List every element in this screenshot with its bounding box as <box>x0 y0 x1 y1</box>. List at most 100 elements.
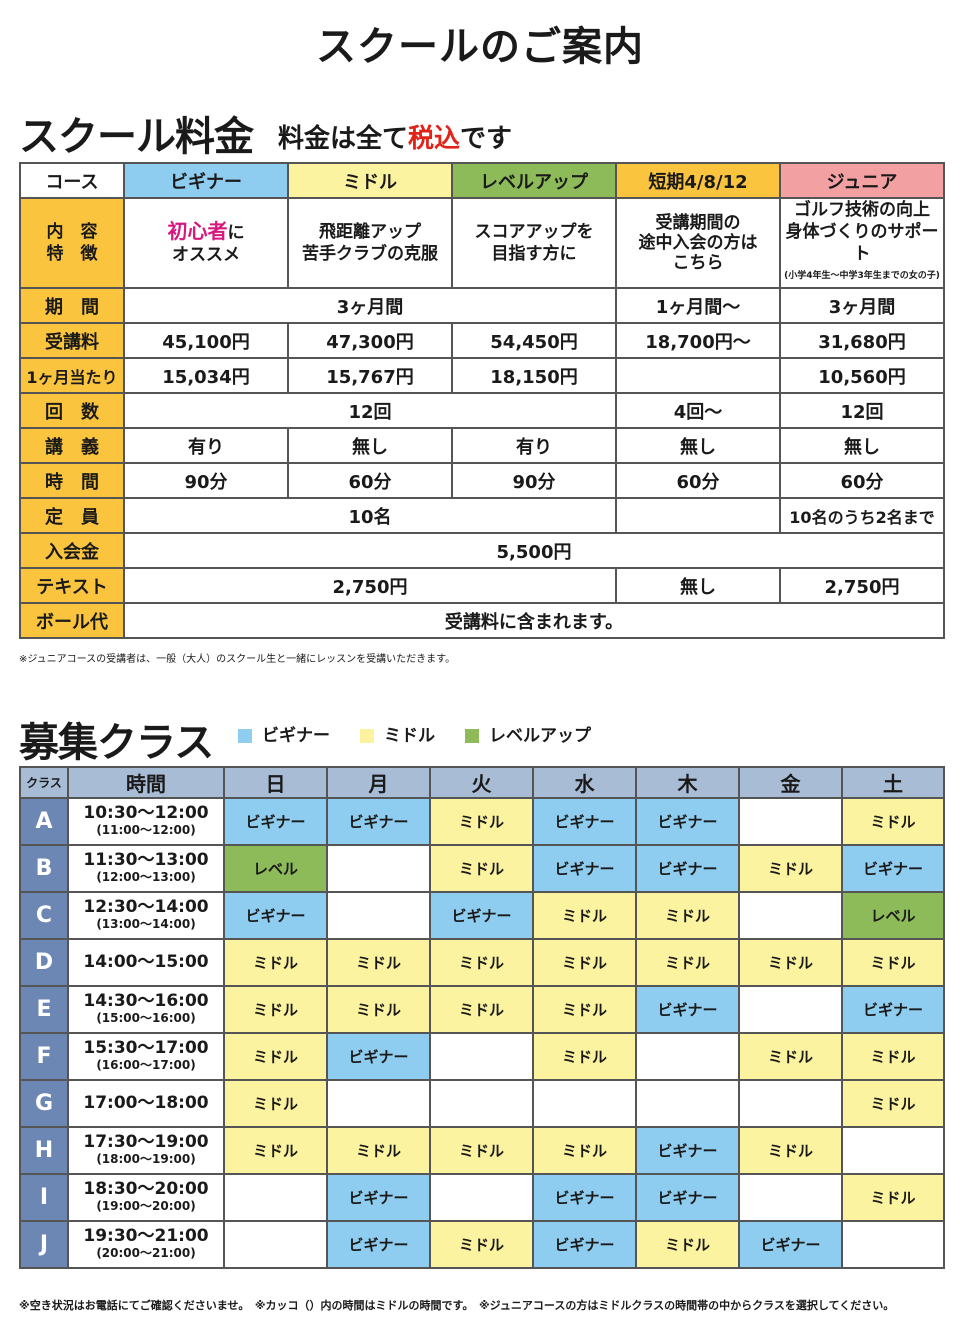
lecture-beginner: 有り <box>123 427 289 464</box>
feature-middle: 飛距離アップ 苦手クラブの克服 <box>287 197 453 289</box>
schedule-legend: ビギナー ミドル レベルアップ <box>238 721 591 746</box>
schedule-cell: ミドル <box>738 938 843 987</box>
time-levelup: 90分 <box>451 462 617 499</box>
header-beginner: ビギナー <box>123 162 289 199</box>
schedule-cell <box>223 1220 328 1269</box>
fee-section-title: スクール料金 <box>19 114 254 160</box>
schedule-cell <box>223 1173 328 1222</box>
schedule-cell <box>532 1079 637 1128</box>
schedule-cell: ビギナー <box>326 1173 431 1222</box>
schedule-cell: ミドル <box>429 985 534 1034</box>
schedule-cell: ビギナー <box>429 891 534 940</box>
time-range-middle: (12:00～13:00) <box>96 869 196 884</box>
schedule-cell: ビギナー <box>326 797 431 846</box>
time-short: 60分 <box>615 462 781 499</box>
time-range: 15:30～17:00 <box>83 1037 209 1058</box>
legend-levelup: レベルアップ <box>465 721 591 746</box>
header-class: クラス <box>19 766 69 799</box>
schedule-cell: ミドル <box>326 985 431 1034</box>
time-beginner: 90分 <box>123 462 289 499</box>
feature-levelup: スコアアップを 目指す方に <box>451 197 617 289</box>
time-slot: 17:00～18:00 <box>67 1079 225 1128</box>
schedule-cell: ビギナー <box>635 1173 740 1222</box>
legend-levelup-swatch <box>465 729 479 743</box>
legend-beginner: ビギナー <box>238 721 330 746</box>
schedule-cell <box>429 1079 534 1128</box>
capacity-junior: 10名のうち2名まで <box>779 497 945 534</box>
time-range: 12:30～14:00 <box>83 896 209 917</box>
class-label: D <box>19 938 69 987</box>
schedule-cell: ビギナー <box>841 844 945 893</box>
schedule-cell: ミドル <box>532 1126 637 1175</box>
schedule-cell: ミドル <box>738 844 843 893</box>
schedule-row: D 14:00～15:00 ミドル ミドル ミドル ミドル ミドル ミドル ミドル <box>19 938 945 987</box>
schedule-cell: ビギナー <box>635 985 740 1034</box>
capacity-main: 10名 <box>123 497 617 534</box>
time-range-middle: (16:00～17:00) <box>96 1057 196 1072</box>
lecture-levelup: 有り <box>451 427 617 464</box>
schedule-cell <box>738 891 843 940</box>
schedule-cell: ミドル <box>223 1032 328 1081</box>
row-label-ball: ボール代 <box>19 602 125 639</box>
time-range: 10:30～12:00 <box>83 802 209 823</box>
lecture-short: 無し <box>615 427 781 464</box>
schedule-cell: ミドル <box>429 844 534 893</box>
schedule-cell: ミドル <box>841 1079 945 1128</box>
row-label-count: 回 数 <box>19 392 125 429</box>
feature-beginner-text: に オススメ <box>172 223 245 265</box>
schedule-note: ※空き状況はお電話にてご確認くださいませ。 ※カッコ（）内の時間はミドルの時間で… <box>19 1299 895 1312</box>
time-range: 17:00～18:00 <box>83 1093 209 1113</box>
fee-row-fee: 受講料 45,100円 47,300円 54,450円 18,700円～ 31,… <box>19 322 945 359</box>
row-label-time: 時 間 <box>19 462 125 499</box>
schedule-header-row: クラス 時間 日 月 火 水 木 金 土 <box>19 766 945 799</box>
count-main: 12回 <box>123 392 617 429</box>
header-time: 時間 <box>67 766 225 799</box>
schedule-row: H 17:30～19:00 (18:00～19:00) ミドル ミドル ミドル ミドル ビギナ… <box>19 1126 945 1175</box>
time-slot: 11:30～13:00 (12:00～13:00) <box>67 844 225 893</box>
schedule-cell <box>841 1126 945 1175</box>
schedule-row: B 11:30～13:00 (12:00～13:00) レベル ミドル ビギナー ビギナーミ… <box>19 844 945 893</box>
time-range: 17:30～19:00 <box>83 1131 209 1152</box>
entry-all: 5,500円 <box>123 532 945 569</box>
legend-middle: ミドル <box>360 721 435 746</box>
schedule-cell: レベル <box>841 891 945 940</box>
schedule-cell: ミドル <box>841 1032 945 1081</box>
schedule-cell: ミドル <box>635 1220 740 1269</box>
schedule-row: C 12:30～14:00 (13:00～14:00) ビギナー ビギナー ミドル ミドルレ… <box>19 891 945 940</box>
header-course: コース <box>19 162 125 199</box>
text-short: 無し <box>615 567 781 604</box>
time-range-middle: (18:00～19:00) <box>96 1151 196 1166</box>
schedule-cell <box>841 1220 945 1269</box>
lecture-junior: 無し <box>779 427 945 464</box>
fee-short: 18,700円～ <box>615 322 781 359</box>
class-label: E <box>19 985 69 1034</box>
schedule-cell: ビギナー <box>532 797 637 846</box>
schedule-cell: ビギナー <box>326 1220 431 1269</box>
time-slot: 14:30～16:00 (15:00～16:00) <box>67 985 225 1034</box>
schedule-cell <box>326 891 431 940</box>
row-label-fee: 受講料 <box>19 322 125 359</box>
schedule-cell: ミドル <box>429 938 534 987</box>
page-title: スクールのご案内 <box>316 24 644 70</box>
feature-junior-note: (小学4年生～中学3年生までの女の子) <box>784 271 940 281</box>
header-thu: 木 <box>635 766 740 799</box>
schedule-body: A 10:30～12:00 (11:00～12:00) ビギナー ビギナー ミドル ビギナー… <box>19 797 945 1269</box>
schedule-row: G 17:00～18:00 ミドル ミドル <box>19 1079 945 1128</box>
row-label-feature: 内 容 特 徴 <box>19 197 125 289</box>
schedule-cell <box>738 1079 843 1128</box>
fee-subtitle-pre: 料金は全て <box>278 124 409 154</box>
fee-beginner: 45,100円 <box>123 322 289 359</box>
schedule-row: I 18:30～20:00 (19:00～20:00) ビギナー ビギナー ビギナー ミドル <box>19 1173 945 1222</box>
fee-row-lecture: 講 義 有り 無し 有り 無し 無し <box>19 427 945 464</box>
row-label-entry: 入会金 <box>19 532 125 569</box>
count-short: 4回～ <box>615 392 781 429</box>
period-main: 3ヶ月間 <box>123 287 617 324</box>
fee-row-capacity: 定 員 10名 10名のうち2名まで <box>19 497 945 534</box>
schedule-cell <box>429 1032 534 1081</box>
schedule-cell <box>429 1173 534 1222</box>
schedule-cell: ビギナー <box>635 844 740 893</box>
row-label-text: テキスト <box>19 567 125 604</box>
header-sun: 日 <box>223 766 328 799</box>
time-middle: 60分 <box>287 462 453 499</box>
schedule-row: J 19:30～21:00 (20:00～21:00) ビギナー ミドル ビギナー ミドルビ… <box>19 1220 945 1269</box>
